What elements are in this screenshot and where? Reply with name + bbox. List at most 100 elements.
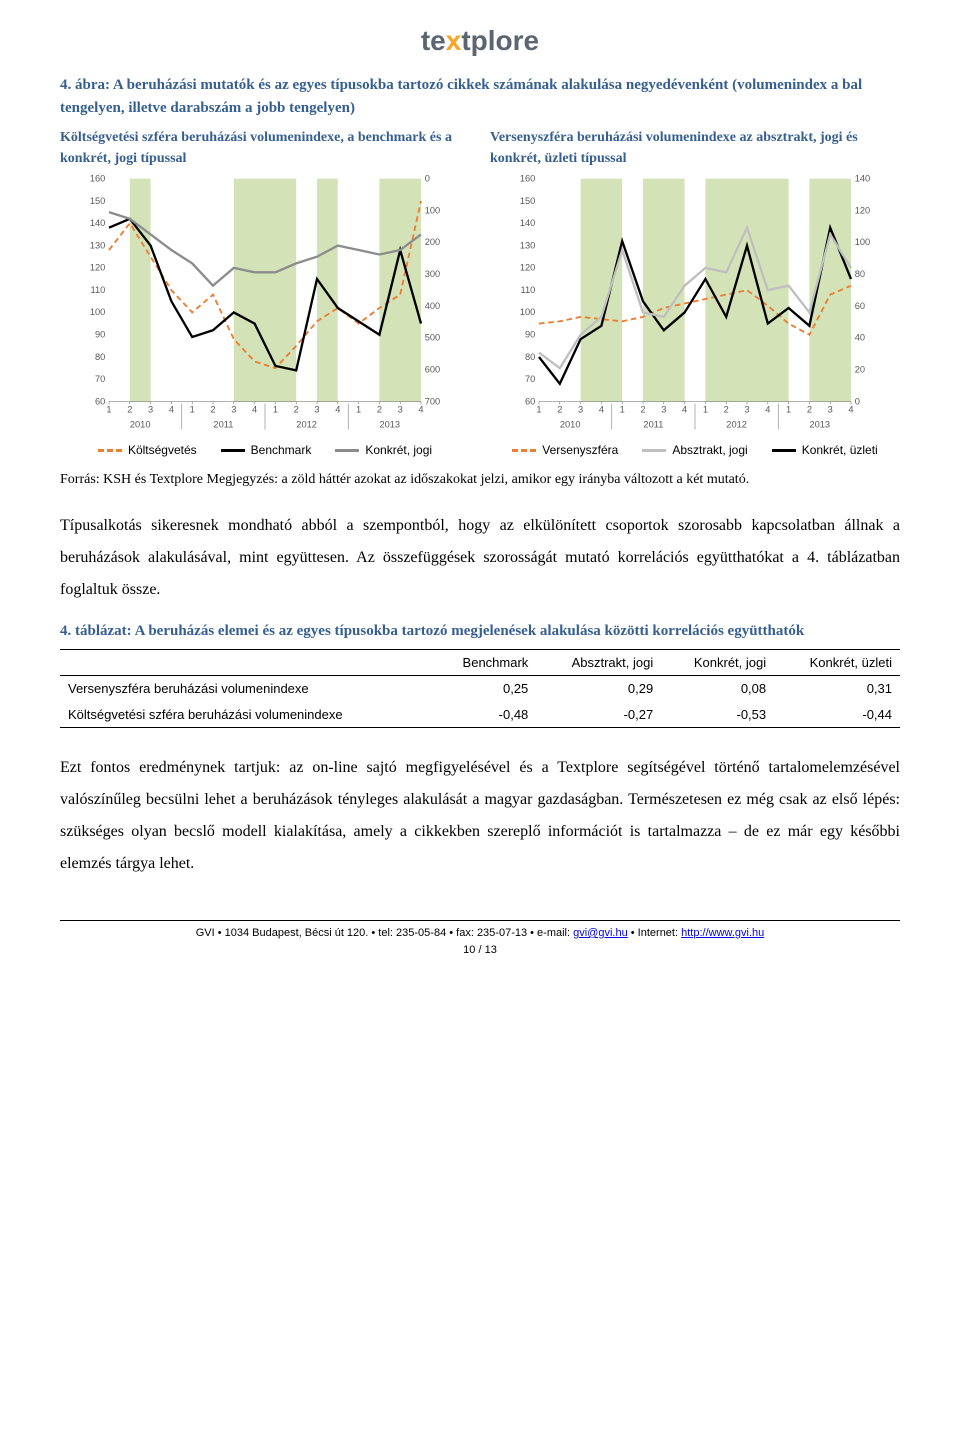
svg-text:2013: 2013	[809, 420, 830, 430]
svg-text:140: 140	[855, 175, 870, 184]
svg-text:1: 1	[536, 405, 541, 415]
logo-text: textplore	[421, 25, 539, 56]
legend-item: Költségvetés	[98, 441, 197, 459]
svg-text:60: 60	[525, 396, 535, 406]
charts-row: Költségvetési szféra beruházási volumeni…	[60, 127, 900, 459]
chart-left-svg: 6070809010011012013014015016001002003004…	[60, 175, 470, 435]
legend-swatch	[98, 449, 122, 452]
footer-email-link[interactable]: gvi@gvi.hu	[573, 927, 628, 939]
footer-url-link[interactable]: http://www.gvi.hu	[681, 927, 764, 939]
legend-swatch	[642, 449, 666, 452]
svg-text:100: 100	[90, 307, 105, 317]
svg-text:4: 4	[418, 405, 423, 415]
svg-text:400: 400	[425, 301, 440, 311]
figure-caption: 4. ábra: A beruházási mutatók és az egye…	[60, 74, 900, 119]
svg-text:160: 160	[90, 175, 105, 184]
svg-text:150: 150	[520, 196, 535, 206]
svg-text:90: 90	[525, 330, 535, 340]
chart-left-legend: Költségvetés Benchmark Konkrét, jogi	[60, 441, 470, 459]
table-row: Versenyszféra beruházási volumenindexe0,…	[60, 676, 900, 702]
legend-swatch	[221, 449, 245, 452]
table-cell: -0,48	[432, 702, 537, 728]
svg-text:80: 80	[525, 352, 535, 362]
svg-text:60: 60	[855, 301, 865, 311]
legend-label: Konkrét, üzleti	[802, 441, 878, 459]
svg-text:160: 160	[520, 175, 535, 184]
svg-text:1: 1	[273, 405, 278, 415]
svg-text:1: 1	[190, 405, 195, 415]
svg-text:2: 2	[294, 405, 299, 415]
table-cell: 0,31	[774, 676, 900, 702]
table-cell: -0,27	[536, 702, 661, 728]
svg-text:4: 4	[252, 405, 257, 415]
svg-text:70: 70	[95, 374, 105, 384]
legend-item: Konkrét, jogi	[335, 441, 432, 459]
svg-text:4: 4	[599, 405, 604, 415]
chart-right-block: Versenyszféra beruházási volumenindexe a…	[490, 127, 900, 459]
svg-text:2011: 2011	[643, 420, 663, 430]
svg-text:500: 500	[425, 333, 440, 343]
svg-text:200: 200	[425, 237, 440, 247]
svg-text:110: 110	[521, 285, 536, 295]
chart-right-svg: 6070809010011012013014015016002040608010…	[490, 175, 900, 435]
svg-text:80: 80	[95, 352, 105, 362]
svg-text:2: 2	[640, 405, 645, 415]
chart-right-legend: Versenyszféra Absztrakt, jogi Konkrét, üzl…	[490, 441, 900, 459]
svg-text:2011: 2011	[213, 420, 233, 430]
svg-text:140: 140	[90, 218, 105, 228]
svg-text:130: 130	[520, 240, 535, 250]
svg-text:100: 100	[425, 205, 440, 215]
svg-text:130: 130	[90, 240, 105, 250]
paragraph-2: Ezt fontos eredménynek tartjuk: az on-li…	[60, 752, 900, 880]
table-header-cell: Benchmark	[432, 649, 537, 676]
svg-text:3: 3	[744, 405, 749, 415]
legend-item: Benchmark	[221, 441, 312, 459]
logo-part1: te	[421, 25, 446, 56]
svg-text:100: 100	[855, 237, 870, 247]
table-header-row: BenchmarkAbsztrakt, jogiKonkrét, jogiKon…	[60, 649, 900, 676]
footer: GVI • 1034 Budapest, Bécsi út 120. • tel…	[60, 920, 900, 958]
svg-text:600: 600	[425, 365, 440, 375]
svg-text:0: 0	[425, 175, 430, 184]
table-header-cell: Absztrakt, jogi	[536, 649, 661, 676]
svg-text:120: 120	[90, 263, 105, 273]
chart-left-block: Költségvetési szféra beruházási volumeni…	[60, 127, 470, 459]
svg-text:4: 4	[765, 405, 770, 415]
svg-text:2013: 2013	[379, 420, 400, 430]
legend-label: Absztrakt, jogi	[672, 441, 747, 459]
svg-text:4: 4	[169, 405, 174, 415]
legend-swatch	[772, 449, 796, 452]
correlation-table: BenchmarkAbsztrakt, jogiKonkrét, jogiKon…	[60, 649, 900, 729]
footer-text-2: • Internet:	[628, 927, 681, 939]
paragraph-1: Típusalkotás sikeresnek mondható abból a…	[60, 510, 900, 606]
svg-text:4: 4	[848, 405, 853, 415]
logo-accent: x	[446, 25, 462, 56]
svg-text:2010: 2010	[560, 420, 581, 430]
svg-text:3: 3	[148, 405, 153, 415]
svg-text:150: 150	[90, 196, 105, 206]
footer-page: 10 / 13	[60, 942, 900, 959]
legend-item: Konkrét, üzleti	[772, 441, 878, 459]
svg-text:0: 0	[855, 396, 860, 406]
svg-text:60: 60	[95, 396, 105, 406]
svg-text:700: 700	[425, 396, 440, 406]
legend-label: Versenyszféra	[542, 441, 618, 459]
table-cell: Költségvetési szféra beruházási volumeni…	[60, 702, 432, 728]
legend-swatch	[335, 449, 359, 452]
svg-text:3: 3	[314, 405, 319, 415]
svg-text:4: 4	[682, 405, 687, 415]
chart-left-subtitle: Költségvetési szféra beruházási volumeni…	[60, 127, 470, 169]
logo: textplore	[60, 20, 900, 62]
table-header-cell: Konkrét, jogi	[661, 649, 774, 676]
svg-text:70: 70	[525, 374, 535, 384]
svg-text:2: 2	[127, 405, 132, 415]
logo-part2: tplore	[461, 25, 539, 56]
table-caption: 4. táblázat: A beruházás elemei és az eg…	[60, 620, 900, 643]
source-note: Forrás: KSH és Textplore Megjegyzés: a z…	[60, 469, 900, 490]
svg-text:3: 3	[661, 405, 666, 415]
svg-text:80: 80	[855, 269, 865, 279]
svg-text:90: 90	[95, 330, 105, 340]
chart-right-subtitle: Versenyszféra beruházási volumenindexe a…	[490, 127, 900, 169]
svg-text:140: 140	[520, 218, 535, 228]
svg-text:2010: 2010	[130, 420, 151, 430]
